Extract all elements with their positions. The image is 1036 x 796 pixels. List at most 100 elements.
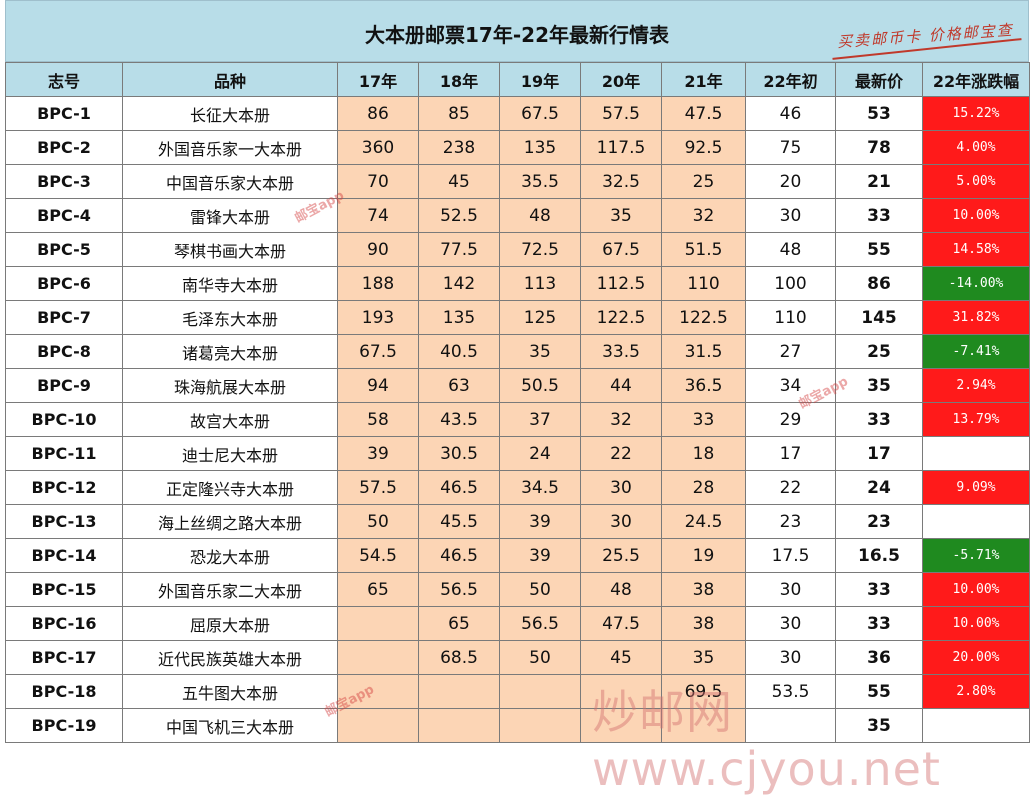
cell-latest: 23: [835, 504, 923, 539]
cell-y19: 39: [499, 538, 581, 573]
table-row: BPC-4 雷锋大本册 74 52.5 48 35 32 30 33 10.00%: [5, 198, 1030, 233]
cell-y17: 90: [337, 232, 419, 267]
cell-code: BPC-14: [5, 538, 123, 573]
header-y17: 17年: [337, 62, 419, 97]
cell-y21: 33: [661, 402, 746, 437]
cell-name: 雷锋大本册: [122, 198, 338, 233]
table-body: BPC-1 长征大本册 86 85 67.5 57.5 47.5 46 53 15.22% BPC-…: [5, 96, 1030, 743]
cell-init22: 30: [745, 572, 836, 607]
cell-y21: 69.5: [661, 674, 746, 709]
cell-y17: 50: [337, 504, 419, 539]
cell-latest: 33: [835, 198, 923, 233]
cell-init22: 23: [745, 504, 836, 539]
cell-y21: 31.5: [661, 334, 746, 369]
cell-y19: 56.5: [499, 606, 581, 641]
cell-y19: [499, 708, 581, 743]
table-row: BPC-18 五牛图大本册 69.5 53.5 55 2.80%: [5, 674, 1030, 709]
cell-y20: [580, 708, 662, 743]
header-y21: 21年: [661, 62, 746, 97]
table-row: BPC-16 屈原大本册 65 56.5 47.5 38 30 33 10.00%: [5, 606, 1030, 641]
price-sheet: 大本册邮票17年-22年最新行情表 买卖邮币卡 价格邮宝查 志号 品种 17年 …: [5, 0, 1030, 743]
cell-y20: 112.5: [580, 266, 662, 301]
cell-y17: 70: [337, 164, 419, 199]
cell-y21: 19: [661, 538, 746, 573]
table-row: BPC-6 南华寺大本册 188 142 113 112.5 110 100 86 -14.00%: [5, 266, 1030, 301]
cell-y20: 35: [580, 198, 662, 233]
cell-change: 13.79%: [922, 402, 1030, 437]
cell-y18: 63: [418, 368, 500, 403]
cell-y19: 48: [499, 198, 581, 233]
table-row: BPC-9 珠海航展大本册 94 63 50.5 44 36.5 34 35 2.94%: [5, 368, 1030, 403]
cell-latest: 17: [835, 436, 923, 471]
cell-init22: [745, 708, 836, 743]
cell-latest: 86: [835, 266, 923, 301]
cell-y21: 24.5: [661, 504, 746, 539]
cell-code: BPC-12: [5, 470, 123, 505]
cell-code: BPC-6: [5, 266, 123, 301]
cell-y20: 57.5: [580, 96, 662, 131]
cell-y19: 35: [499, 334, 581, 369]
cell-y19: 67.5: [499, 96, 581, 131]
header-change: 22年涨跌幅: [922, 62, 1030, 97]
cell-init22: 30: [745, 640, 836, 675]
cell-y21: 38: [661, 606, 746, 641]
cell-y21: 38: [661, 572, 746, 607]
cell-change: [922, 708, 1030, 743]
cell-y19: 34.5: [499, 470, 581, 505]
cell-change: 2.80%: [922, 674, 1030, 709]
cell-change: [922, 504, 1030, 539]
cell-y20: 32.5: [580, 164, 662, 199]
header-row: 志号 品种 17年 18年 19年 20年 21年 22年初 最新价 22年涨跌…: [5, 62, 1030, 97]
cell-y17: 74: [337, 198, 419, 233]
cell-name: 诸葛亮大本册: [122, 334, 338, 369]
table-row: BPC-12 正定隆兴寺大本册 57.5 46.5 34.5 30 28 22 24 9.09%: [5, 470, 1030, 505]
cell-y17: 193: [337, 300, 419, 335]
table-row: BPC-5 琴棋书画大本册 90 77.5 72.5 67.5 51.5 48 55 14.58%: [5, 232, 1030, 267]
table-row: BPC-11 迪士尼大本册 39 30.5 24 22 18 17 17: [5, 436, 1030, 471]
cell-y17: [337, 606, 419, 641]
header-y19: 19年: [499, 62, 581, 97]
table-row: BPC-8 诸葛亮大本册 67.5 40.5 35 33.5 31.5 27 25 -7.41%: [5, 334, 1030, 369]
cell-name: 珠海航展大本册: [122, 368, 338, 403]
cell-y20: 33.5: [580, 334, 662, 369]
cell-y21: 110: [661, 266, 746, 301]
cell-name: 海上丝绸之路大本册: [122, 504, 338, 539]
cell-init22: 100: [745, 266, 836, 301]
cell-name: 屈原大本册: [122, 606, 338, 641]
cell-latest: 145: [835, 300, 923, 335]
cell-latest: 21: [835, 164, 923, 199]
cell-y19: 125: [499, 300, 581, 335]
cell-init22: 29: [745, 402, 836, 437]
cell-latest: 25: [835, 334, 923, 369]
cell-change: 9.09%: [922, 470, 1030, 505]
cell-y19: 135: [499, 130, 581, 165]
cell-latest: 33: [835, 606, 923, 641]
cell-name: 迪士尼大本册: [122, 436, 338, 471]
cell-code: BPC-9: [5, 368, 123, 403]
cell-y21: 47.5: [661, 96, 746, 131]
header-y20: 20年: [580, 62, 662, 97]
cell-code: BPC-1: [5, 96, 123, 131]
cell-code: BPC-17: [5, 640, 123, 675]
cell-latest: 33: [835, 572, 923, 607]
cell-y21: 122.5: [661, 300, 746, 335]
cell-init22: 30: [745, 198, 836, 233]
cell-y20: 30: [580, 504, 662, 539]
cell-change: -5.71%: [922, 538, 1030, 573]
cell-y18: 40.5: [418, 334, 500, 369]
cell-y18: [418, 708, 500, 743]
cell-y18: 85: [418, 96, 500, 131]
cell-init22: 22: [745, 470, 836, 505]
sheet-title: 大本册邮票17年-22年最新行情表: [365, 23, 669, 47]
cell-y18: 77.5: [418, 232, 500, 267]
header-name: 品种: [122, 62, 338, 97]
cell-y19: 50: [499, 572, 581, 607]
cell-y17: 67.5: [337, 334, 419, 369]
cell-change: 2.94%: [922, 368, 1030, 403]
cell-change: 10.00%: [922, 606, 1030, 641]
cell-y18: 56.5: [418, 572, 500, 607]
cell-name: 故宫大本册: [122, 402, 338, 437]
cell-y18: 142: [418, 266, 500, 301]
cell-code: BPC-19: [5, 708, 123, 743]
cell-code: BPC-13: [5, 504, 123, 539]
